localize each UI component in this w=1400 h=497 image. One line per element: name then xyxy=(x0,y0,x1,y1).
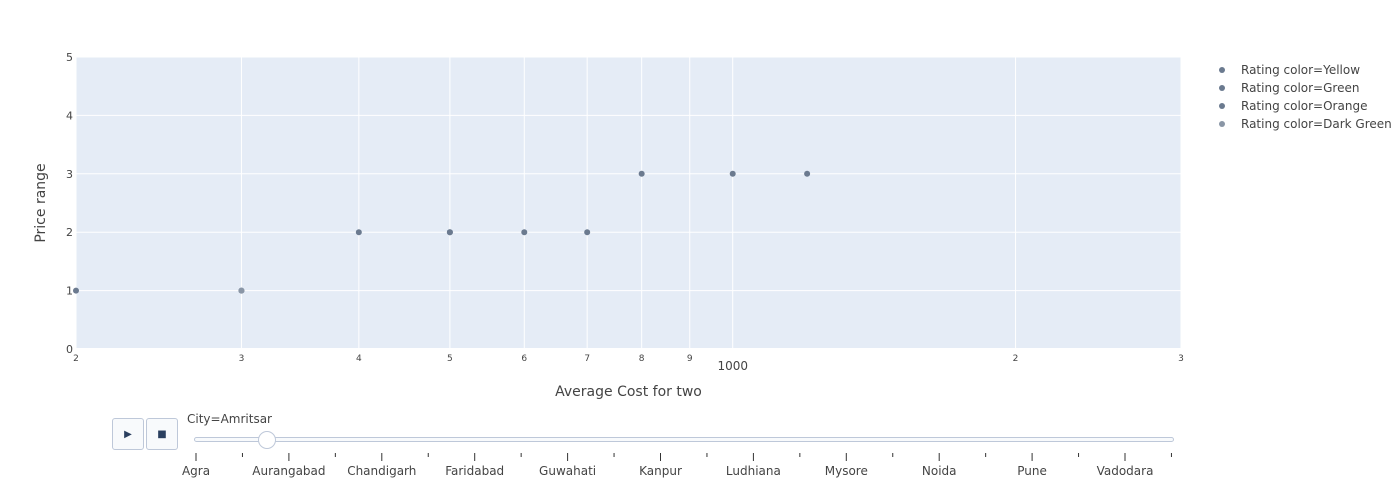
x-tick-label: 2 xyxy=(1013,354,1019,364)
slider-step-label[interactable]: Vadodara xyxy=(1096,464,1154,478)
y-tick-label: 2 xyxy=(66,226,73,239)
y-tick-label: 1 xyxy=(66,285,73,298)
y-tick-label: 0 xyxy=(66,343,73,356)
legend-marker xyxy=(1219,121,1225,127)
slider-handle[interactable] xyxy=(257,431,276,449)
data-point[interactable] xyxy=(584,229,591,236)
play-icon: ▶ xyxy=(124,428,132,440)
slider-step-label[interactable]: Kanpur xyxy=(639,464,682,478)
legend-item[interactable]: Rating color=Yellow xyxy=(1219,63,1360,77)
y-tick-label: 5 xyxy=(66,51,73,64)
slider-step-label[interactable]: Faridabad xyxy=(445,464,505,478)
legend-label: Rating color=Green xyxy=(1241,81,1359,95)
legend-marker xyxy=(1219,103,1225,109)
x-tick-label: 2 xyxy=(73,354,79,364)
data-point[interactable] xyxy=(73,287,79,294)
x-tick-label: 7 xyxy=(584,354,590,364)
legend-label: Rating color=Yellow xyxy=(1241,63,1360,77)
data-point[interactable] xyxy=(804,170,811,177)
y-axis-title: Price range xyxy=(33,163,49,242)
slider-step-label[interactable]: Guwahati xyxy=(539,464,597,478)
stop-icon: ■ xyxy=(157,428,167,440)
y-tick-label: 4 xyxy=(66,109,73,122)
legend-marker xyxy=(1219,85,1225,91)
x-tick-label: 5 xyxy=(447,354,453,364)
legend-item[interactable]: Rating color=Dark Green xyxy=(1219,117,1392,131)
x-tick-label: 3 xyxy=(1178,354,1184,364)
data-points[interactable] xyxy=(73,170,811,294)
data-point[interactable] xyxy=(238,287,245,294)
slider-step-label[interactable]: Mysore xyxy=(824,464,868,478)
slider-step-label[interactable]: Aurangabad xyxy=(252,464,326,478)
data-point[interactable] xyxy=(355,229,362,236)
slider-track[interactable] xyxy=(194,437,1174,442)
x-axis-ticks: 2 3 4 5 6 7 8 9 1000 2 3 xyxy=(73,354,1184,373)
legend-label: Rating color=Orange xyxy=(1241,99,1367,113)
grid-lines xyxy=(75,56,1182,350)
stop-button[interactable]: ■ xyxy=(146,418,178,450)
data-point[interactable] xyxy=(729,170,736,177)
x-tick-label: 8 xyxy=(639,354,645,364)
y-axis-ticks: 0 1 2 3 4 5 xyxy=(66,51,73,356)
y-tick-label: 3 xyxy=(66,168,73,181)
legend-item[interactable]: Rating color=Green xyxy=(1219,81,1359,95)
legend[interactable]: Rating color=Yellow Rating color=Green Rat… xyxy=(1219,63,1392,131)
legend-item[interactable]: Rating color=Orange xyxy=(1219,99,1367,113)
data-point[interactable] xyxy=(638,170,645,177)
x-axis-title: Average Cost for two xyxy=(555,384,702,400)
slider-current-value: City=Amritsar xyxy=(187,412,272,426)
slider-step-label[interactable]: Pune xyxy=(1017,464,1047,478)
legend-marker xyxy=(1219,67,1225,73)
x-tick-label: 4 xyxy=(356,354,362,364)
play-button[interactable]: ▶ xyxy=(112,418,144,450)
data-point[interactable] xyxy=(446,229,453,236)
slider-step-label[interactable]: Agra xyxy=(181,464,211,478)
plot-area xyxy=(76,57,1181,349)
legend-label: Rating color=Dark Green xyxy=(1241,117,1392,131)
x-tick-label: 3 xyxy=(239,354,245,364)
x-tick-label: 9 xyxy=(687,354,693,364)
slider-step-label[interactable]: Ludhiana xyxy=(725,464,781,478)
x-tick-label: 1000 xyxy=(717,359,748,373)
x-tick-label: 6 xyxy=(521,354,527,364)
slider-step-label[interactable]: Chandigarh xyxy=(347,464,417,478)
data-point[interactable] xyxy=(521,229,528,236)
slider-step-label[interactable]: Noida xyxy=(921,464,957,478)
